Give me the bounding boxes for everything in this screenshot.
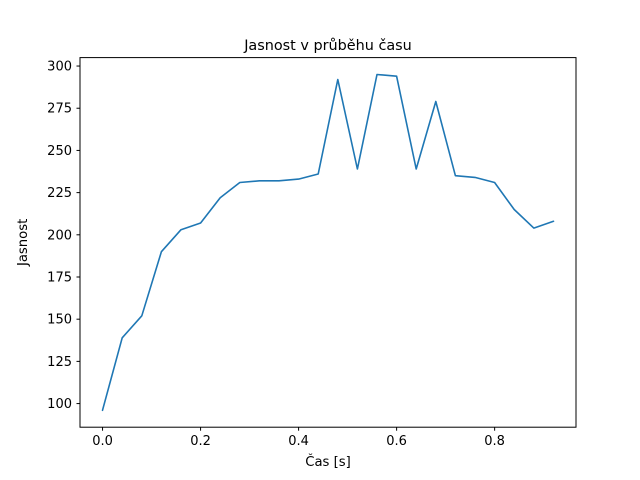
x-tick-label: 0.2 [190,434,211,449]
x-tick-label: 0.4 [288,434,309,449]
x-tick-label: 0.8 [484,434,505,449]
y-tick-label: 275 [47,102,72,117]
y-tick-label: 150 [47,313,72,328]
y-tick-label: 125 [47,355,72,370]
y-tick-label: 200 [47,228,72,243]
x-tick-label: 0.0 [92,434,113,449]
ticks-group: 0.0 0.2 0.4 0.6 0.8 100 125 150 175 200 225 250 275 3… [47,60,505,450]
axes-frame [79,57,577,428]
y-tick-label: 300 [47,60,72,75]
chart-title: Jasnost v průběhu času [243,38,412,54]
y-tick-label: 250 [47,144,72,159]
y-tick-label: 100 [47,397,72,412]
y-tick-label: 225 [47,186,72,201]
y-tick-label: 175 [47,270,72,285]
x-tick-label: 0.6 [386,434,407,449]
y-axis-label: Jasnost [16,219,31,267]
x-axis-label: Čas [s] [305,452,351,470]
series-group [101,73,555,412]
brightness-line [101,73,555,412]
